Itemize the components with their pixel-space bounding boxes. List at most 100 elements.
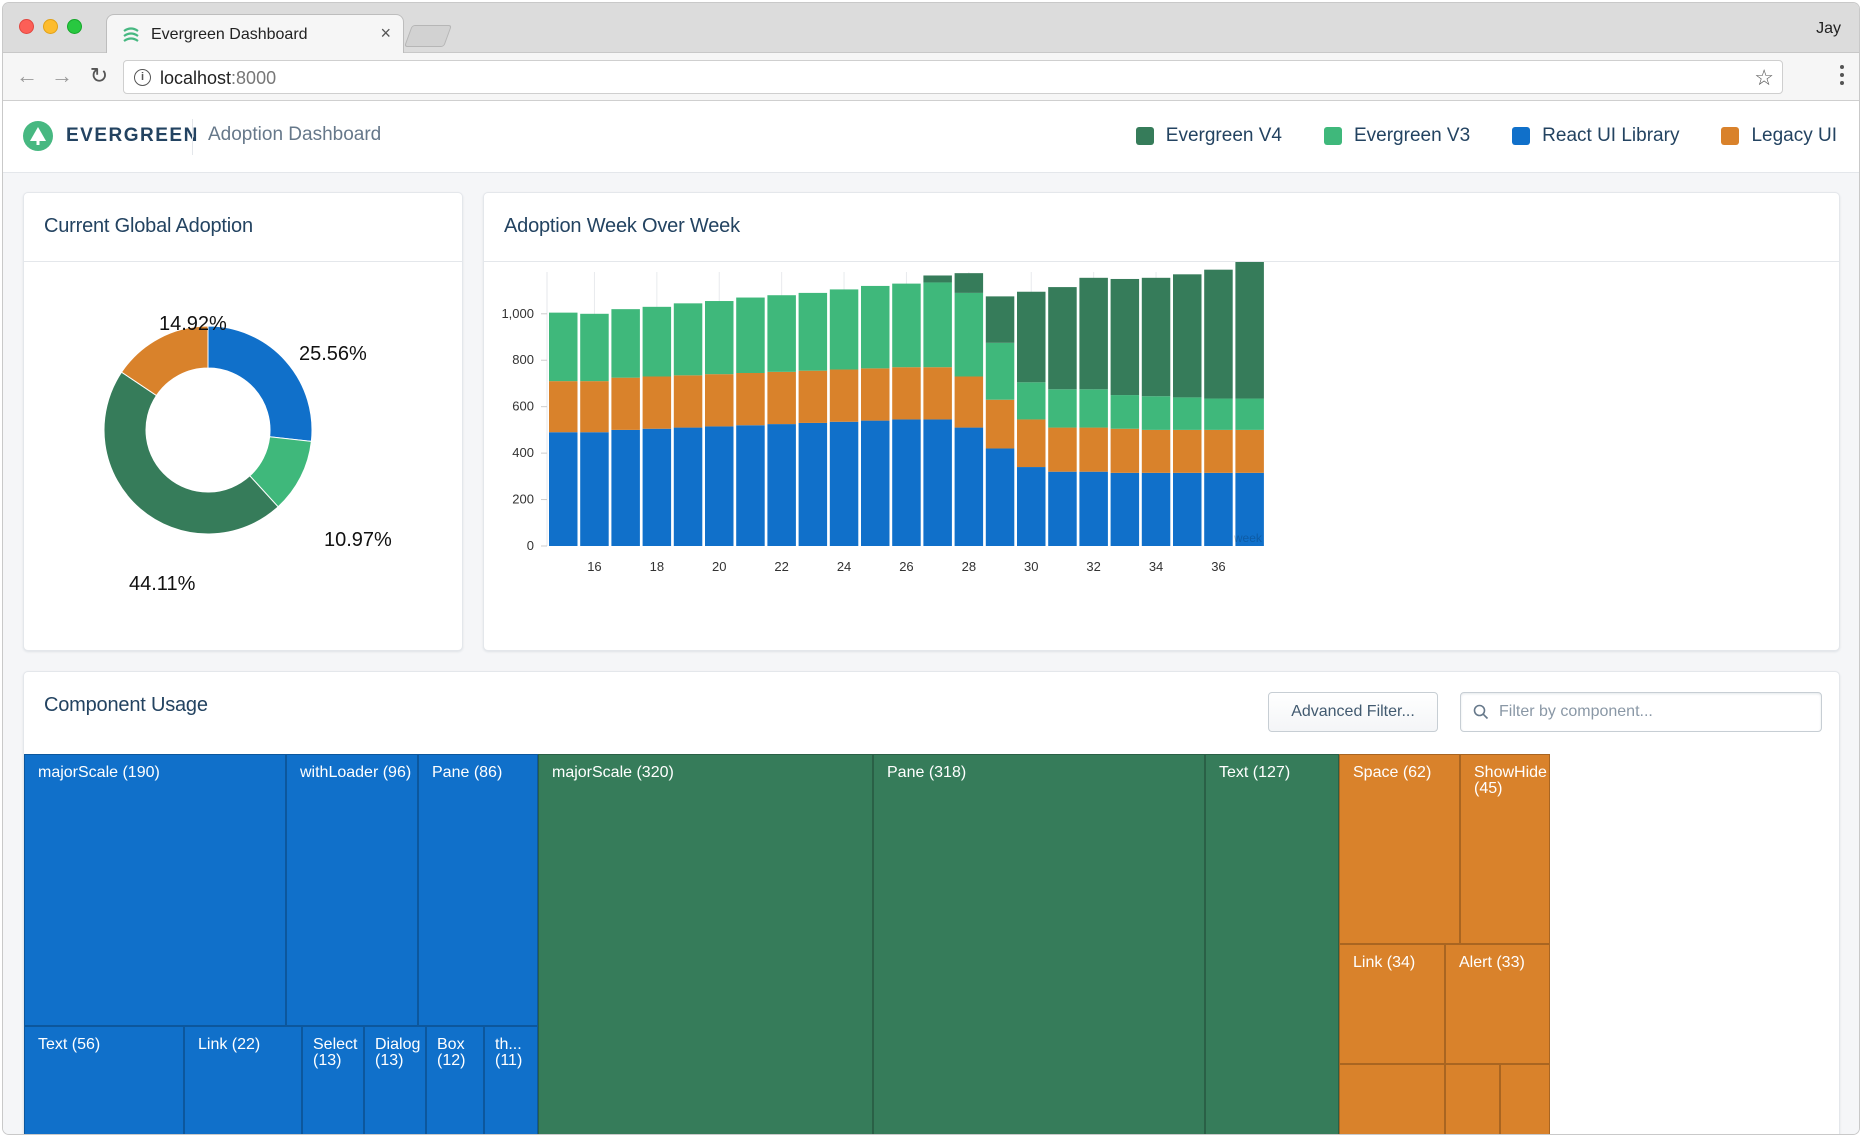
legend-item[interactable]: Evergreen V4 — [1135, 125, 1282, 147]
component-search-input[interactable] — [1499, 699, 1809, 725]
bar-segment[interactable] — [767, 424, 796, 546]
browser-menu-icon[interactable] — [1839, 63, 1845, 89]
bar-segment[interactable] — [1048, 287, 1077, 390]
profile-name[interactable]: Jay — [1816, 20, 1841, 37]
bar-segment[interactable] — [1017, 291, 1046, 383]
bar-segment[interactable] — [923, 367, 952, 420]
bar-segment[interactable] — [1017, 419, 1046, 468]
bar-segment[interactable] — [829, 369, 859, 422]
bar-segment[interactable] — [1141, 429, 1171, 473]
bar-segment[interactable] — [954, 273, 984, 293]
window-minimize-button[interactable] — [43, 19, 58, 34]
bar-segment[interactable] — [580, 432, 609, 546]
forward-arrow-icon[interactable]: → — [51, 63, 73, 88]
bar-segment[interactable] — [1110, 472, 1140, 546]
donut-slice[interactable] — [207, 325, 313, 442]
info-icon[interactable]: i — [134, 69, 151, 86]
bar-segment[interactable] — [705, 374, 734, 427]
bar-segment[interactable] — [798, 292, 828, 371]
bar-segment[interactable] — [1048, 471, 1077, 546]
bar-segment[interactable] — [985, 342, 1015, 400]
reload-icon[interactable]: ↻ — [89, 63, 109, 88]
bar-segment[interactable] — [611, 309, 640, 378]
advanced-filter-button[interactable]: Advanced Filter... — [1268, 692, 1438, 732]
bar-segment[interactable] — [580, 381, 609, 433]
legend-item[interactable]: React UI Library — [1512, 125, 1679, 147]
bar-segment[interactable] — [829, 421, 859, 546]
bar-segment[interactable] — [705, 426, 734, 546]
bar-segment[interactable] — [767, 371, 796, 425]
bar-segment[interactable] — [549, 432, 578, 546]
bar-segment[interactable] — [705, 301, 734, 375]
treemap-cell[interactable] — [1500, 1064, 1550, 1134]
bar-segment[interactable] — [1079, 389, 1108, 428]
bar-segment[interactable] — [829, 289, 859, 370]
bar-segment[interactable] — [985, 399, 1015, 449]
bar-segment[interactable] — [549, 312, 578, 382]
bar-segment[interactable] — [580, 313, 609, 382]
bar-segment[interactable] — [673, 375, 703, 428]
bar-segment[interactable] — [1204, 429, 1233, 473]
donut-slice[interactable] — [120, 325, 209, 397]
bar-segment[interactable] — [673, 303, 703, 376]
bar-segment[interactable] — [1173, 274, 1202, 398]
treemap-cell[interactable]: majorScale (320) — [538, 754, 873, 1134]
bar-segment[interactable] — [642, 428, 672, 546]
bar-segment[interactable] — [1173, 429, 1202, 473]
bar-segment[interactable] — [1235, 472, 1264, 546]
bar-segment[interactable] — [923, 282, 952, 368]
bar-segment[interactable] — [736, 297, 765, 374]
bar-segment[interactable] — [1079, 277, 1108, 390]
bar-segment[interactable] — [1141, 277, 1171, 397]
treemap-cell[interactable]: Box (12) — [426, 1026, 484, 1134]
bar-segment[interactable] — [736, 425, 765, 546]
bar-segment[interactable] — [954, 292, 984, 377]
treemap-cell[interactable]: Pane (318) — [873, 754, 1205, 1134]
tab-close-icon[interactable]: × — [380, 23, 391, 43]
bar-segment[interactable] — [1141, 396, 1171, 430]
window-maximize-button[interactable] — [67, 19, 82, 34]
bar-segment[interactable] — [1079, 471, 1108, 546]
treemap-cell[interactable]: Text (127) — [1205, 754, 1339, 1134]
treemap-cell[interactable]: withLoader (96) — [286, 754, 418, 1026]
bar-segment[interactable] — [611, 429, 640, 546]
legend-item[interactable]: Evergreen V3 — [1323, 125, 1470, 147]
new-tab-button[interactable] — [403, 25, 453, 47]
bar-segment[interactable] — [673, 427, 703, 546]
back-arrow-icon[interactable]: ← — [16, 63, 38, 88]
treemap-cell[interactable]: Select (13) — [302, 1026, 364, 1134]
treemap-cell[interactable] — [1339, 1064, 1445, 1134]
bar-segment[interactable] — [767, 295, 796, 372]
bar-segment[interactable] — [642, 376, 672, 429]
bar-segment[interactable] — [1204, 398, 1233, 430]
bar-segment[interactable] — [1048, 389, 1077, 428]
bar-segment[interactable] — [1235, 262, 1264, 399]
treemap-cell[interactable]: Link (22) — [184, 1026, 302, 1134]
bar-segment[interactable] — [549, 381, 578, 433]
bar-segment[interactable] — [1204, 472, 1233, 546]
treemap-cell[interactable]: Text (56) — [24, 1026, 184, 1134]
treemap-cell[interactable]: th... (11) — [484, 1026, 538, 1134]
bar-segment[interactable] — [892, 283, 921, 368]
bar-segment[interactable] — [736, 373, 765, 426]
bar-segment[interactable] — [798, 370, 828, 423]
bar-segment[interactable] — [1204, 269, 1233, 399]
bar-segment[interactable] — [1079, 427, 1108, 472]
address-bar[interactable]: i localhost:8000 ☆ — [123, 60, 1783, 94]
bar-segment[interactable] — [611, 377, 640, 430]
bar-segment[interactable] — [892, 367, 921, 420]
bar-segment[interactable] — [985, 448, 1015, 546]
legend-item[interactable]: Legacy UI — [1721, 125, 1837, 147]
treemap-cell[interactable]: ShowHide (45) — [1460, 754, 1550, 944]
bar-segment[interactable] — [1235, 429, 1264, 473]
bar-segment[interactable] — [923, 419, 952, 546]
bar-segment[interactable] — [985, 296, 1015, 343]
bar-segment[interactable] — [1110, 428, 1140, 473]
treemap-cell[interactable]: Alert (33) — [1445, 944, 1550, 1064]
bar-segment[interactable] — [1017, 467, 1046, 546]
bar-segment[interactable] — [861, 368, 890, 421]
bar-segment[interactable] — [1017, 382, 1046, 420]
bar-segment[interactable] — [892, 419, 921, 546]
donut-slice[interactable] — [103, 371, 279, 535]
bar-segment[interactable] — [954, 376, 984, 428]
